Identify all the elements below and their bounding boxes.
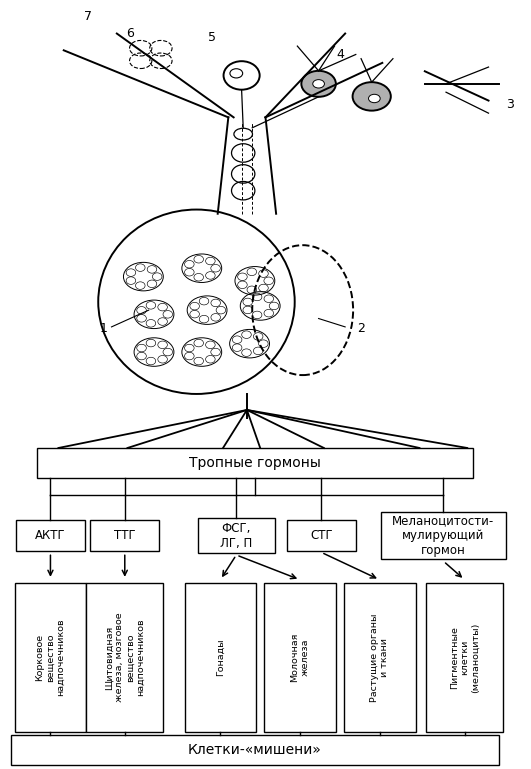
Bar [14, 583, 86, 732]
Text: Щитовидная
железа, мозговое
вещество
надпочечников: Щитовидная железа, мозговое вещество над… [105, 613, 145, 702]
Text: Растущие органы
и ткани: Растущие органы и ткани [370, 614, 389, 702]
Bar [184, 583, 256, 732]
Ellipse shape [301, 71, 336, 97]
Ellipse shape [353, 82, 391, 111]
Text: 2: 2 [357, 322, 365, 335]
Bar [198, 518, 275, 553]
Text: Клетки-«мишени»: Клетки-«мишени» [188, 743, 322, 757]
Bar [86, 583, 164, 732]
Ellipse shape [313, 80, 324, 88]
Text: 7: 7 [83, 10, 92, 23]
Ellipse shape [369, 95, 380, 103]
Bar [90, 521, 159, 551]
Text: 4: 4 [336, 48, 344, 61]
Text: СТГ: СТГ [310, 529, 332, 542]
Text: ФСГ,
ЛГ, П: ФСГ, ЛГ, П [220, 521, 252, 550]
Bar [381, 511, 506, 559]
Bar [344, 583, 415, 732]
Text: Корковое
вещество
надпочечников: Корковое вещество надпочечников [36, 619, 65, 697]
Bar [287, 521, 356, 551]
Text: 5: 5 [208, 32, 217, 45]
Bar [37, 448, 473, 478]
Text: Молочная
железа: Молочная железа [290, 633, 310, 682]
Text: Тропные гормоны: Тропные гормоны [189, 456, 321, 470]
Text: 3: 3 [506, 98, 513, 112]
Text: ТТГ: ТТГ [114, 529, 135, 542]
Text: Гонады: Гонады [216, 639, 225, 677]
Text: Меланоцитости-
мулирующий
гормон: Меланоцитости- мулирующий гормон [392, 514, 494, 557]
Text: 6: 6 [126, 27, 134, 40]
Bar [11, 734, 499, 764]
Text: 1: 1 [100, 322, 107, 335]
Text: АКТГ: АКТГ [35, 529, 66, 542]
Bar [426, 583, 503, 732]
Text: Пигментные
клетки
(меланоциты): Пигментные клетки (меланоциты) [450, 622, 479, 693]
Bar [264, 583, 336, 732]
Bar [16, 521, 85, 551]
